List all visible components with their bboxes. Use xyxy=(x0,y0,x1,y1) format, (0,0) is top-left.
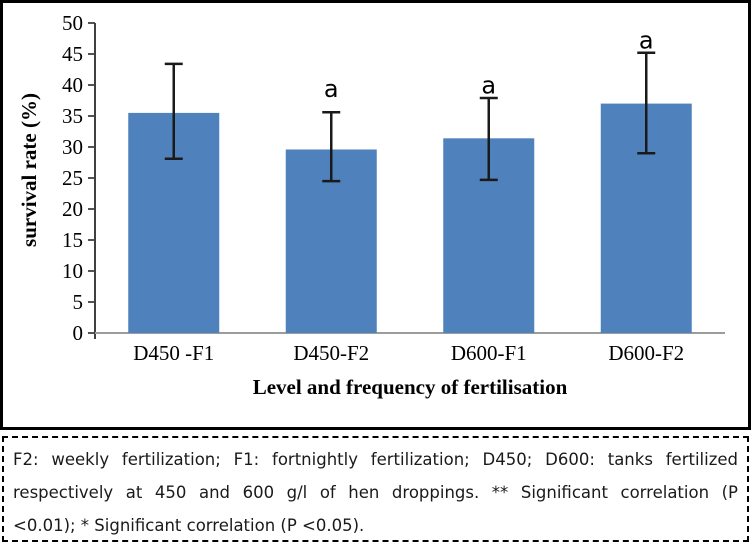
y-tick-label: 35 xyxy=(62,104,83,128)
y-tick-label: 30 xyxy=(62,135,83,159)
y-tick-label: 10 xyxy=(62,259,83,283)
x-category-label: D450-F2 xyxy=(293,341,369,365)
caption-line: F2: weekly fertilization; F1: fortnightl… xyxy=(13,450,738,469)
y-tick-label: 25 xyxy=(62,166,83,190)
y-tick-label: 5 xyxy=(73,290,84,314)
y-tick-label: 45 xyxy=(62,42,83,66)
caption-line: <0.01); * Significant correlation (P <0.… xyxy=(13,516,365,535)
y-tick-label: 40 xyxy=(62,73,83,97)
caption-box: F2: weekly fertilization; F1: fortnightl… xyxy=(2,436,749,542)
significance-letter: a xyxy=(481,72,496,100)
significance-letter: a xyxy=(324,75,339,103)
x-category-label: D600-F2 xyxy=(608,341,684,365)
bar-chart: 0 5 10 15 20 25 30 35 40 45 50 D450 -F1 D450-F2 D600-… xyxy=(17,11,725,399)
y-tick-label: 0 xyxy=(73,321,84,345)
x-category-label: D600-F1 xyxy=(451,341,527,365)
x-axis-title: Level and frequency of fertilisation xyxy=(253,375,568,399)
caption-line: respectively at 450 and 600 g/l of hen d… xyxy=(13,483,738,502)
chart-panel: 0 5 10 15 20 25 30 35 40 45 50 D450 -F1 D450-F2 D600-… xyxy=(0,0,751,430)
significance-letter: a xyxy=(639,26,654,54)
y-tick-label: 15 xyxy=(62,228,83,252)
y-tick-label: 50 xyxy=(62,11,83,35)
x-category-label: D450 -F1 xyxy=(133,341,214,365)
y-tick-label: 20 xyxy=(62,197,83,221)
y-axis-title: survival rate (%) xyxy=(17,93,41,247)
